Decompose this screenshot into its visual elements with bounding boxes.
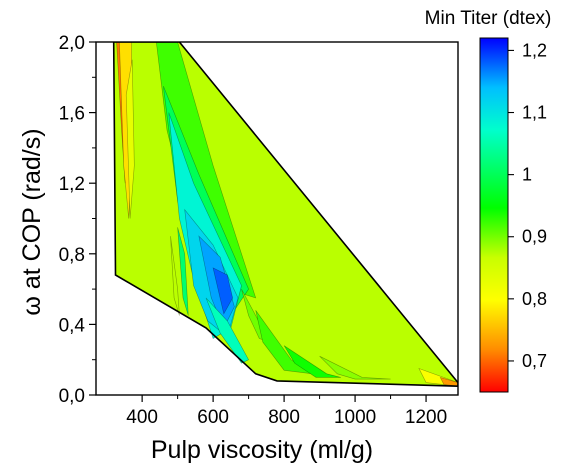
x-tick-label: 1000 [334, 407, 376, 428]
contour-region-10 [177, 227, 189, 316]
x-axis-title: Pulp viscosity (ml/g) [151, 436, 373, 464]
colorbar-tick-label: 1,2 [522, 40, 547, 60]
contour-region-15 [283, 345, 341, 378]
contour-region-16 [319, 355, 391, 380]
contour-region-14 [255, 310, 313, 375]
contour-region-9 [212, 267, 233, 315]
contour-region-11 [205, 297, 250, 364]
contour-region-18 [439, 376, 458, 387]
colorbar-frame [479, 37, 509, 393]
contour-outline [112, 42, 458, 388]
x-tick-label: 800 [268, 407, 300, 428]
colorbar-gradient [480, 38, 508, 392]
y-tick-label: 1,2 [59, 174, 85, 195]
y-tick-label: 0,8 [59, 245, 85, 266]
colorbar-ticks: 0,7 0,8 0,9 1 1,1 1,2 [508, 40, 547, 371]
colorbar-tick-label: 1 [522, 165, 532, 185]
contour-fill [113, 42, 458, 387]
colorbar-tick-label: 0,9 [522, 227, 547, 247]
y-axis: 0,0 0,4 0,8 1,2 1,6 2,0 [59, 33, 96, 407]
colorbar-title: Min Titer (dtex) [425, 8, 552, 29]
y-tick-label: 0,0 [59, 386, 85, 407]
y-tick-label: 0,4 [59, 315, 86, 336]
y-axis-title: ω at COP (rad/s) [18, 128, 46, 315]
x-tick-label: 600 [197, 407, 229, 428]
x-tick-label: 1200 [405, 407, 447, 428]
y-tick-label: 2,0 [59, 33, 85, 54]
contour-boundary [112, 42, 458, 388]
y-tick-label: 1,6 [59, 104, 85, 125]
colorbar-tick-label: 1,1 [522, 103, 547, 123]
colorbar: Min Titer (dtex) 0,7 0,8 0,9 1 1,1 1,2 [425, 8, 552, 393]
colorbar-tick-label: 0,7 [522, 351, 547, 371]
x-tick-label: 400 [126, 407, 158, 428]
x-axis: 400 600 800 1000 1200 [126, 395, 447, 428]
contour-region-12 [170, 236, 180, 316]
colorbar-tick-label: 0,8 [522, 289, 547, 309]
contour-region-3 [125, 59, 135, 219]
